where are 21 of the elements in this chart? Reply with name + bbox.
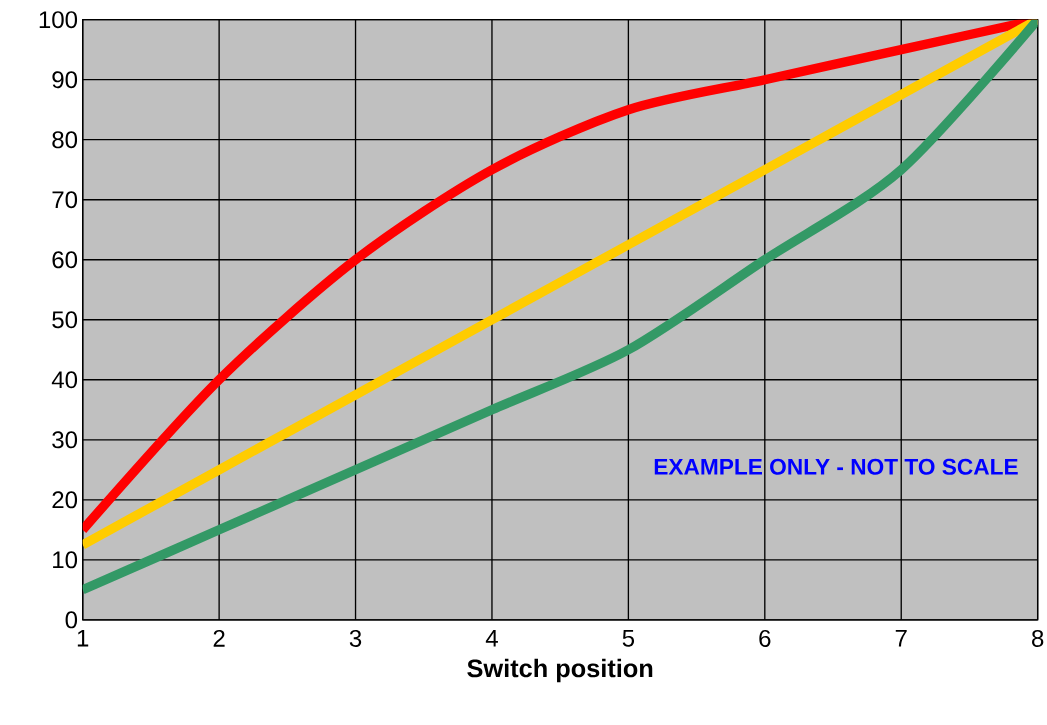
x-axis-title: Switch position xyxy=(467,658,653,683)
x-tick-label: 4 xyxy=(485,629,498,647)
y-tick-label: 20 xyxy=(52,491,78,509)
y-tick-label: 70 xyxy=(52,191,78,209)
y-tick-label: 40 xyxy=(51,371,78,389)
y-tick-label: 100 xyxy=(39,11,78,29)
y-tick-label: 30 xyxy=(52,431,78,449)
y-tick-label: 60 xyxy=(52,251,78,269)
y-tick-label: 90 xyxy=(52,71,78,89)
x-tick-label: 6 xyxy=(759,629,771,647)
x-tick-label: 7 xyxy=(895,629,907,647)
y-tick-label: 80 xyxy=(52,131,78,149)
y-tick-label: 50 xyxy=(52,311,78,329)
annotation: EXAMPLE ONLY - NOT TO SCALE xyxy=(654,458,1018,475)
y-tick-label: 10 xyxy=(53,551,78,569)
y-tick-label: 0 xyxy=(65,611,78,629)
x-tick-label: 2 xyxy=(213,629,225,647)
x-tick-label: 5 xyxy=(622,629,635,647)
x-tick-label: 1 xyxy=(77,629,89,647)
x-tick-label: 8 xyxy=(1032,629,1044,647)
x-tick-label: 3 xyxy=(349,629,362,647)
